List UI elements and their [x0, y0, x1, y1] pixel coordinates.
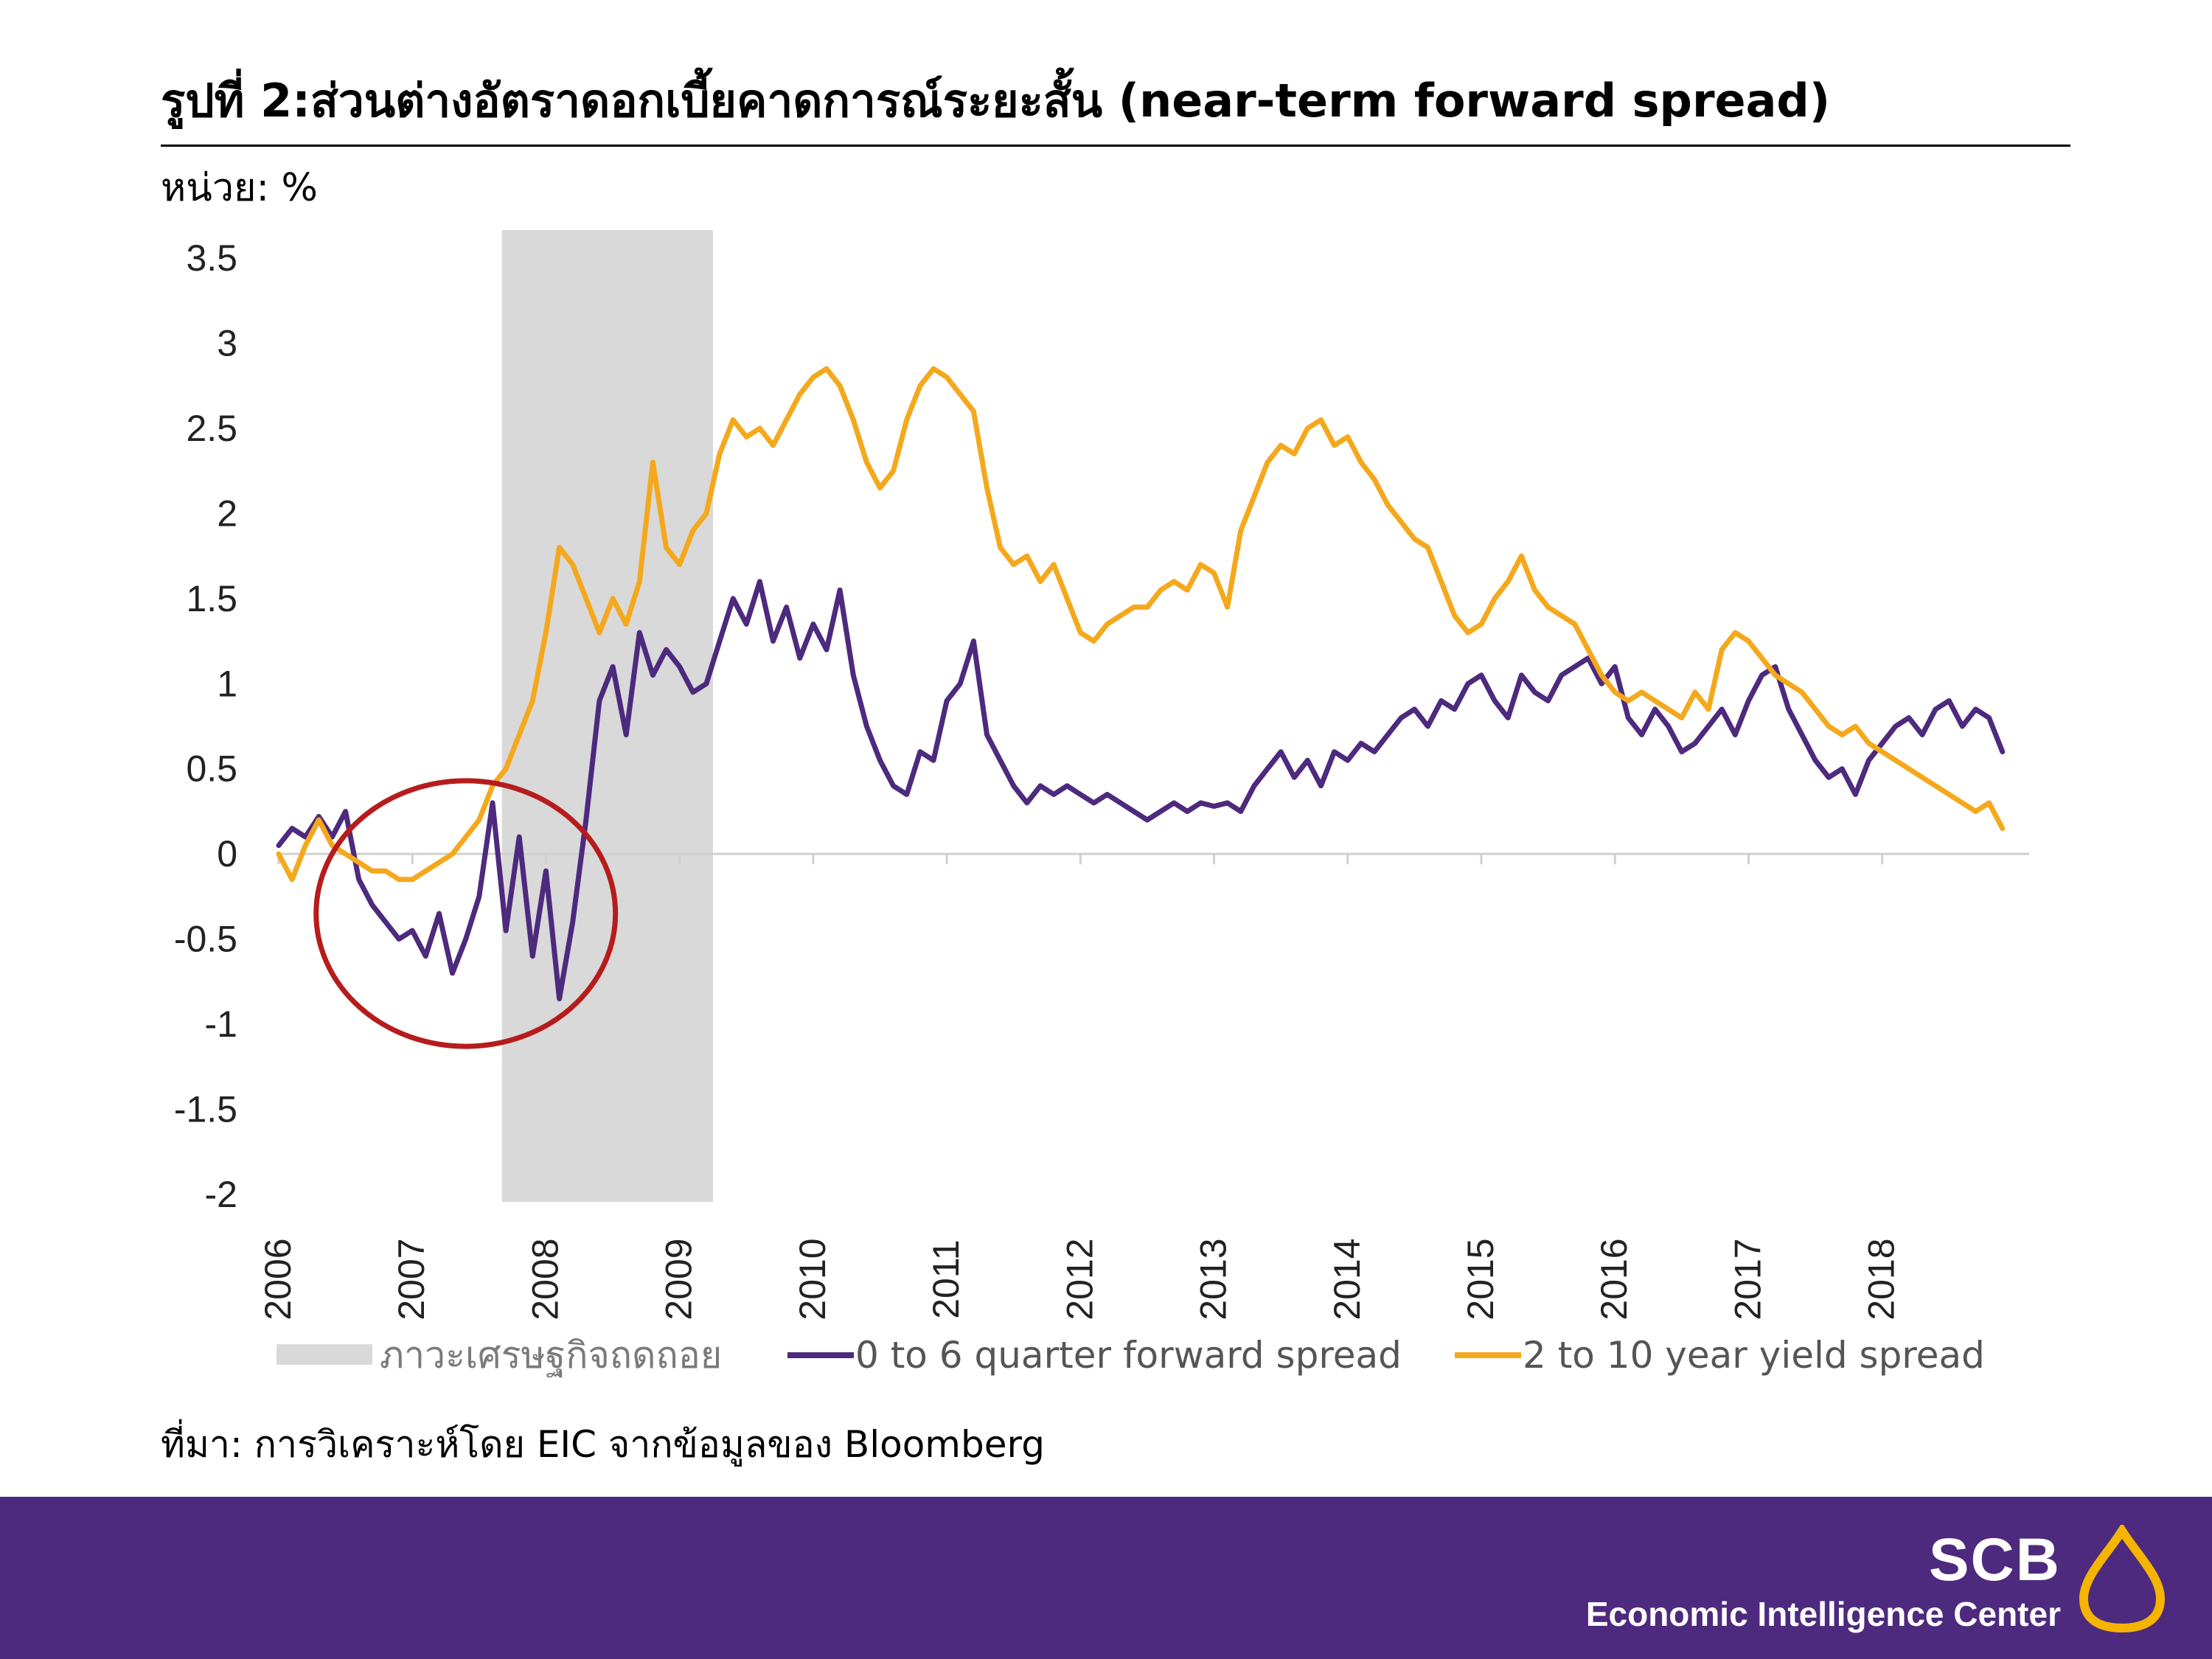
x-tick-label: 2010	[792, 1238, 833, 1320]
x-tick-label: 2014	[1326, 1238, 1368, 1320]
x-tick-label: 2006	[257, 1238, 299, 1320]
x-tick-label: 2018	[1861, 1238, 1902, 1320]
brand-subtitle: Economic Intelligence Center	[1585, 1595, 2061, 1633]
forward-spread-line	[276, 579, 2006, 1001]
source-note: ที่มา: การวิเคราะห์โดย EIC จากข้อมูลของ …	[161, 1423, 1045, 1466]
x-tick-label: 2008	[524, 1238, 566, 1320]
chart-area: 3.5 3 2.5 2 1.5 1 0.5 0 -0.5 -1 -1.5 -2 2006 2007 2008…	[174, 230, 2029, 1377]
y-tick-label: -0.5	[174, 919, 237, 960]
y-tick-label: 2.5	[186, 408, 237, 449]
footer-bar: SCB Economic Intelligence Center	[0, 1497, 2212, 1659]
y-tick-label: -1.5	[174, 1089, 237, 1130]
y-tick-label: -2	[205, 1174, 237, 1215]
y-tick-label: 3.5	[186, 237, 237, 279]
y-tick-label: 1.5	[186, 578, 237, 619]
y-tick-label: 0.5	[186, 748, 237, 790]
recession-band	[501, 230, 713, 1202]
x-tick-label: 2016	[1593, 1238, 1635, 1320]
x-tick-label: 2011	[925, 1239, 967, 1319]
y-tick-label: -1	[205, 1004, 237, 1045]
y-tick-label: 3	[217, 322, 237, 364]
brand-block: SCB Economic Intelligence Center	[1586, 1528, 2061, 1635]
legend-label-forward: 0 to 6 quarter forward spread	[855, 1334, 1402, 1377]
legend-label-yield: 2 to 10 year yield spread	[1523, 1334, 1985, 1377]
brand-name: SCB	[1928, 1526, 2061, 1593]
x-tick-label: 2009	[658, 1238, 700, 1320]
legend-swatch-recession	[276, 1344, 372, 1365]
scb-logo-icon	[2079, 1525, 2166, 1633]
page-title: รูปที่ 2:ส่วนต่างอัตราดอกเบี้ยคาดการณ์ระ…	[161, 65, 2070, 147]
x-tick-label: 2017	[1727, 1238, 1768, 1320]
x-tick-label: 2012	[1059, 1238, 1100, 1320]
y-tick-label: 1	[217, 663, 237, 704]
unit-label: หน่วย: %	[161, 166, 318, 210]
highlight-circle	[313, 778, 619, 1049]
yield-spread-line	[276, 366, 2006, 883]
legend-label-recession: ภาวะเศรษฐกิจถดถอย	[380, 1334, 722, 1377]
x-tick-label: 2015	[1460, 1238, 1501, 1320]
y-tick-label: 0	[217, 833, 237, 874]
y-tick-label: 2	[217, 493, 237, 534]
x-tick-label: 2007	[391, 1238, 432, 1320]
x-tick-label: 2013	[1193, 1238, 1234, 1320]
